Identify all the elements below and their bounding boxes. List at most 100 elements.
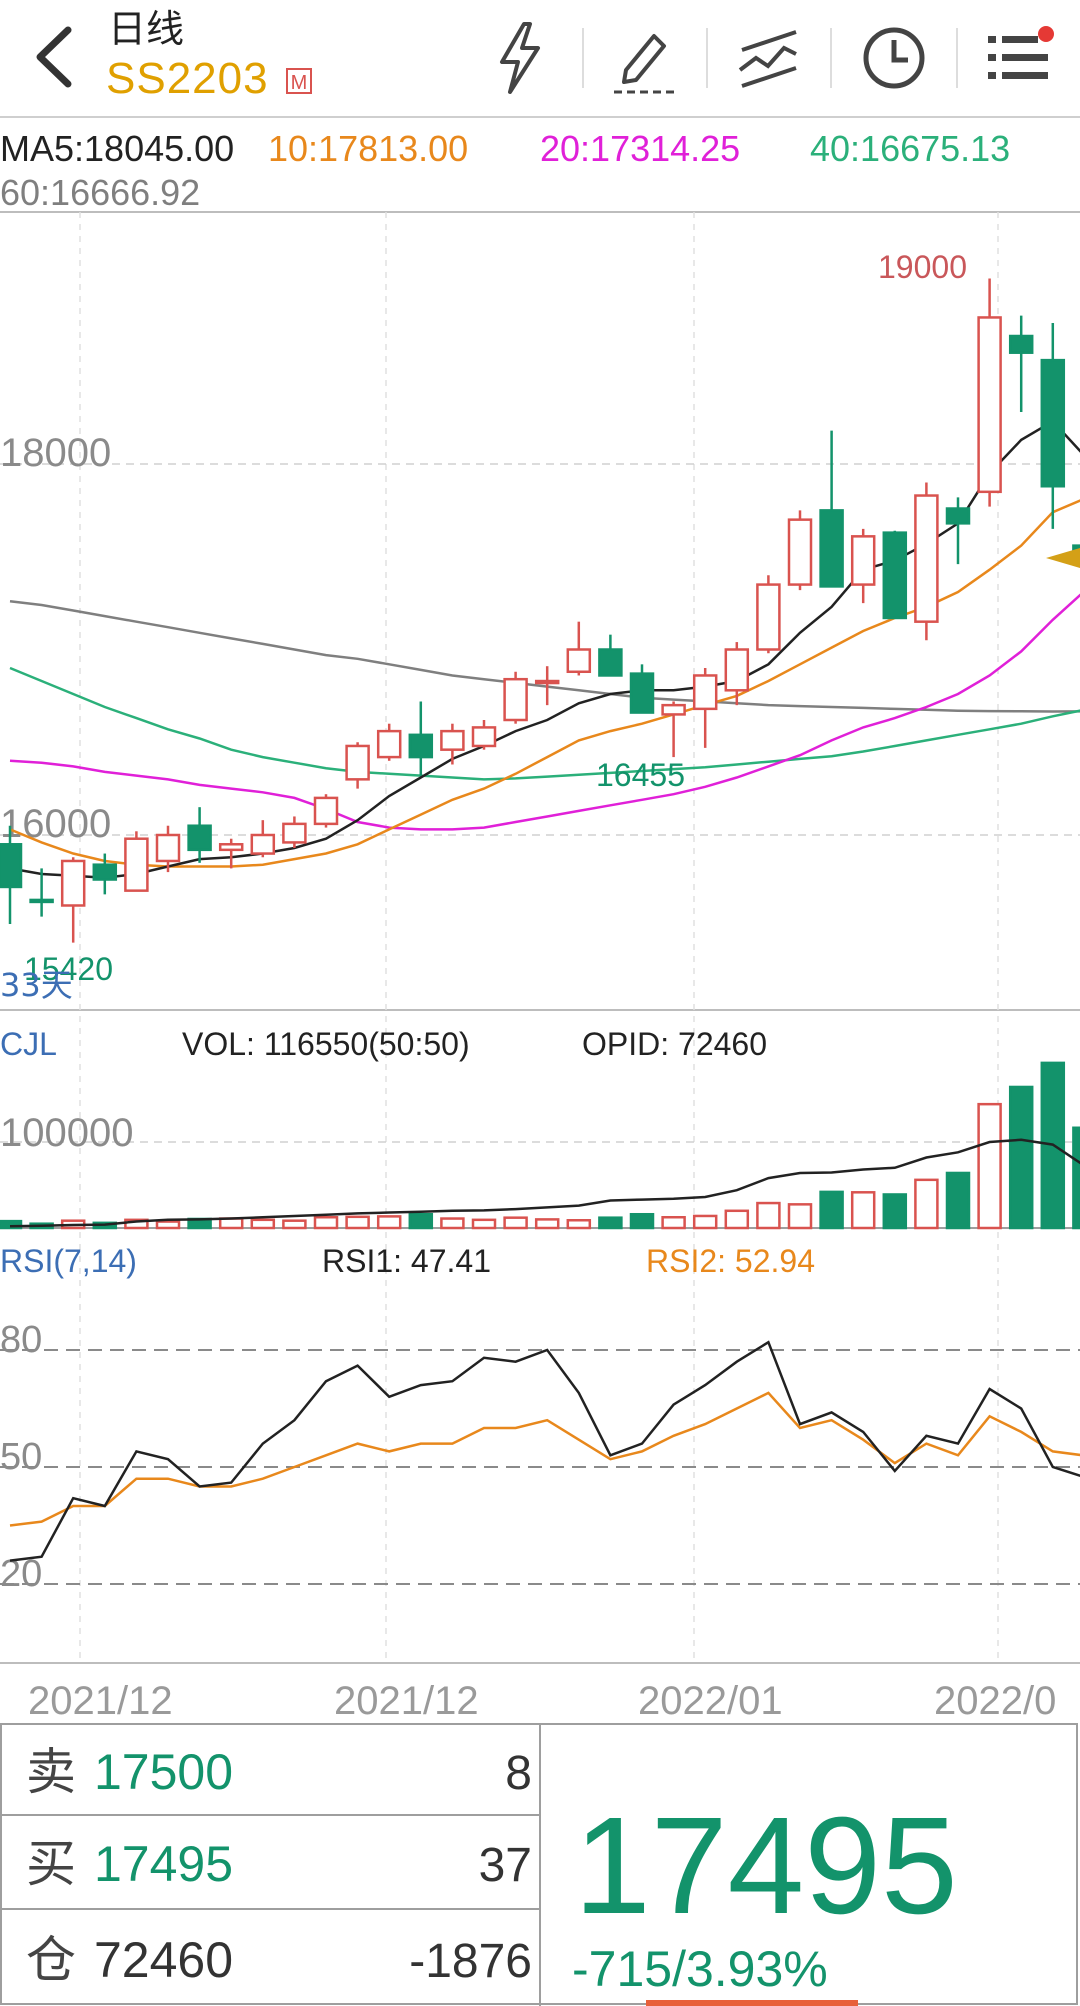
candle [408,701,434,776]
volume-bar [471,1218,497,1230]
candle-body [819,509,844,588]
kline-chart[interactable]: 18000 16000 100000 80 50 20 19000 16455 … [0,0,1080,1723]
candle-body [914,494,939,623]
candle-body [60,859,86,907]
open-interest-change: -1876 [409,1935,532,1988]
volume-bar [724,1209,750,1230]
main-contract-badge: M [286,68,312,94]
back-icon[interactable] [26,22,86,92]
rsi2-value-label: RSI2: 52.94 [646,1243,815,1279]
ma20-legend: 20:17314.25 [540,128,741,169]
candle-body [882,531,908,620]
candle [0,825,23,925]
volume-bar [629,1212,655,1230]
lightning-icon[interactable] [480,18,560,98]
candle-body [0,843,23,889]
candle [313,794,339,828]
volume-bar [124,1218,149,1230]
draw-icon[interactable] [604,18,684,98]
compare-icon[interactable] [728,18,808,98]
candle-body [629,672,655,714]
volume-panel-title: CJL [0,1026,57,1062]
volume-bar [376,1215,402,1230]
volume-bar [534,1218,560,1230]
candle-body [850,535,876,586]
candle-body [92,863,118,881]
candle [376,723,402,761]
volume-bar [282,1219,307,1230]
candle-body [376,729,402,759]
volume-bar [313,1216,339,1230]
x-tick-label: 2021/12 [28,1679,173,1723]
candle-body [1008,334,1034,354]
toolbar-divider [582,28,584,88]
candle-body [471,726,497,748]
bid-quantity: 37 [479,1839,532,1892]
volume-bar [945,1171,971,1230]
candle-body [503,677,528,722]
volume-tick-100000: 100000 [0,1111,133,1155]
candle [756,575,781,654]
volume-bar [1072,1126,1080,1230]
x-tick-label: 2022/0 [934,1679,1056,1723]
rsi1-line [9,1340,1080,1562]
opid-line [9,1138,1080,1228]
candle-body [187,824,212,852]
rsi2-line [9,1391,1080,1527]
candle [661,701,686,758]
x-tick-label: 2022/01 [638,1679,783,1723]
candle [945,497,971,565]
symbol-label[interactable]: SS2203 [106,54,269,103]
candle-body [29,898,54,904]
candle-body [945,507,971,525]
candle [566,621,592,676]
ask-label: 卖 [26,1743,76,1801]
max-price-label: 19000 [878,249,967,285]
volume-bar [819,1190,844,1230]
candle-body [440,729,465,751]
ma60-legend: 60:16666.92 [0,172,201,213]
min-price-label: 15420 [24,951,113,987]
ma10-legend: 10:17813.00 [268,128,469,169]
candle [977,278,1002,507]
candle [787,510,813,591]
toolbar-divider [830,28,832,88]
volume-bar [408,1212,434,1230]
candle-body [534,679,560,685]
candle [92,853,118,895]
rsi-tick-50: 50 [0,1436,42,1478]
candle-body [756,583,781,651]
quote-panel: 卖 17500 8 买 17495 37 仓 72460 -1876 17495… [0,1723,1078,2006]
candle-body [408,733,434,759]
period-title: 日线 [108,7,185,51]
days-count-label: 33天 [0,966,73,1004]
volume-bar [692,1214,718,1230]
rsi1-value-label: RSI1: 47.41 [322,1243,491,1279]
clock-icon[interactable] [854,18,934,98]
open-interest-label: 仓 [26,1931,76,1989]
candle [155,825,181,873]
candle-body [598,648,623,677]
candle [218,838,244,869]
low-price-label: 16455 [596,757,685,793]
price-change: -715/3.93% [572,1941,828,1997]
candle-body [155,833,181,863]
ma5-legend: MA5:18045.00 [0,128,235,169]
candle [598,634,623,677]
candle-body [313,796,339,826]
candle-body [345,744,370,781]
candle [29,868,54,917]
candle [629,664,655,714]
candle-body [724,648,750,692]
candle [345,742,370,789]
candle [724,642,750,706]
candle [124,831,149,892]
candle-body [661,703,686,716]
candle-body [124,837,149,892]
candle [471,719,497,750]
menu-icon[interactable] [980,18,1060,98]
volume-bar [0,1219,23,1230]
candle-body [1040,358,1066,488]
ma40-legend: 40:16675.13 [810,128,1011,169]
candle [1040,323,1066,529]
